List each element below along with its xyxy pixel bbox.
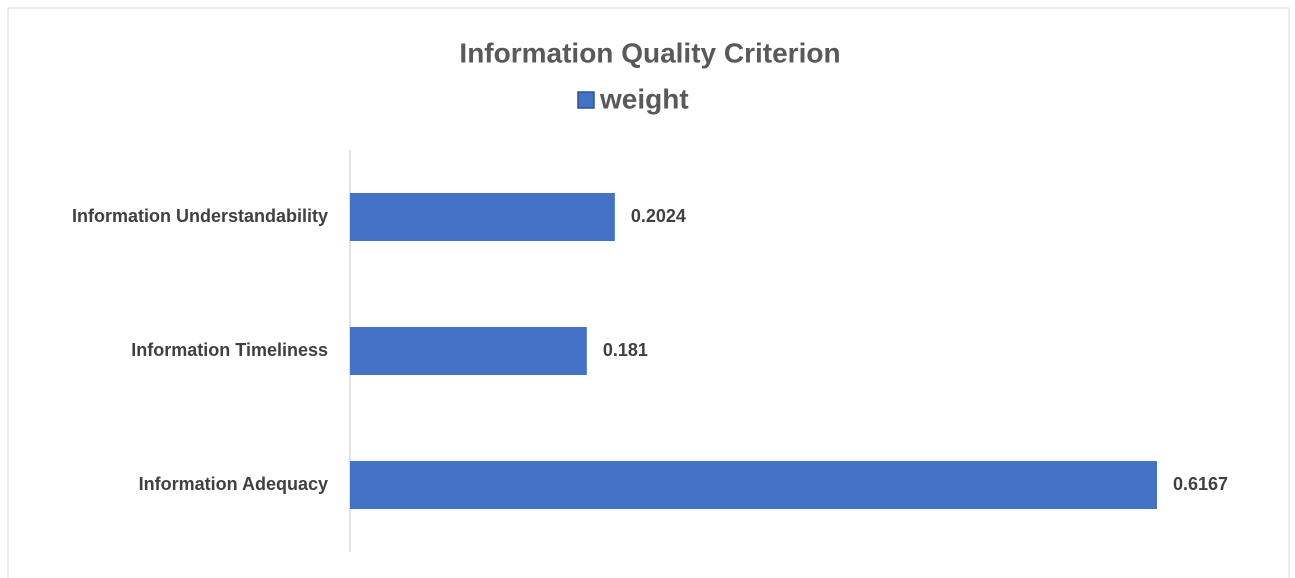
y-tick-label: Information Timeliness (131, 340, 328, 360)
y-tick-label: Information Adequacy (139, 474, 328, 494)
legend-swatch (577, 91, 595, 109)
bar (350, 327, 587, 375)
data-label: 0.6167 (1173, 474, 1228, 494)
legend-label: weight (599, 83, 689, 114)
data-label: 0.2024 (631, 206, 686, 226)
data-label: 0.181 (603, 340, 648, 360)
bar (350, 193, 615, 241)
bar (350, 461, 1157, 509)
y-tick-label: Information Understandability (72, 206, 328, 226)
chart-title: Information Quality Criterion (459, 37, 840, 68)
